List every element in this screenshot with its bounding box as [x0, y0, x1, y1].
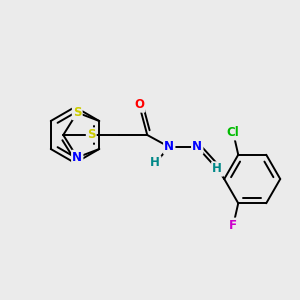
Text: Cl: Cl: [227, 126, 240, 139]
Text: O: O: [134, 98, 144, 112]
Text: S: S: [87, 128, 95, 142]
Text: S: S: [73, 106, 82, 119]
Text: H: H: [212, 163, 222, 176]
Text: N: N: [72, 151, 82, 164]
Text: N: N: [192, 140, 202, 154]
Text: F: F: [229, 219, 237, 232]
Text: N: N: [164, 140, 174, 154]
Text: H: H: [150, 157, 160, 169]
